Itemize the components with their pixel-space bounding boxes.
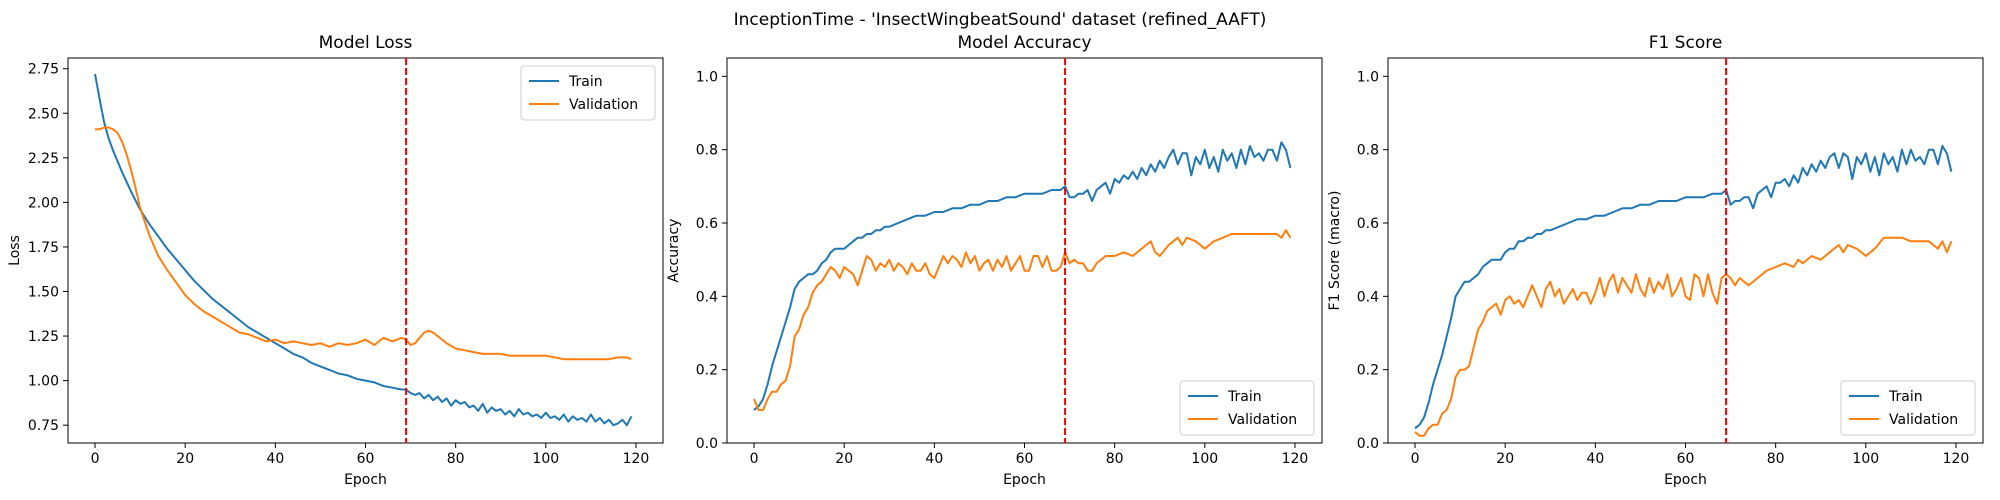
y-tick-label: 1.00 <box>28 374 59 390</box>
x-tick-label: 80 <box>1767 451 1785 467</box>
legend-box <box>520 65 656 121</box>
x-tick-label: 20 <box>1496 451 1514 467</box>
y-tick-label: 0.8 <box>696 143 718 159</box>
y-axis-label: Loss <box>7 235 23 266</box>
x-tick-label: 20 <box>176 451 194 467</box>
legend-label-train: Train <box>568 74 603 90</box>
x-tick-label: 0 <box>1411 451 1420 467</box>
x-tick-label: 40 <box>1586 451 1604 467</box>
figure-suptitle: InceptionTime - 'InsectWingbeatSound' da… <box>734 10 1267 30</box>
y-tick-label: 0.75 <box>28 418 59 434</box>
legend-label-validation: Validation <box>569 97 638 113</box>
legend-label-train: Train <box>1227 389 1262 405</box>
subplot-3: F1 Score 0 20 40 60 80 100 120 0.0 0.2 0.4 0.6 0.8 1.… <box>1327 33 1984 488</box>
y-axis-label: F1 Score (macro) <box>1327 191 1343 311</box>
x-tick-label: 80 <box>1106 451 1124 467</box>
x-tick-label: 40 <box>925 451 943 467</box>
x-tick-label: 100 <box>1852 451 1879 467</box>
y-tick-label: 0.2 <box>1357 363 1379 379</box>
legend: Train Validation <box>1179 380 1315 436</box>
series-line-train <box>94 73 633 427</box>
y-tick-label: 0.6 <box>1357 216 1379 232</box>
y-tick-label: 2.25 <box>28 151 59 167</box>
y-tick-label: 2.00 <box>28 195 59 211</box>
y-tick-label: 1.0 <box>696 69 718 85</box>
x-tick-label: 40 <box>266 451 284 467</box>
axes-frame <box>1387 57 1984 444</box>
y-tick-label: 1.50 <box>28 284 59 300</box>
legend-label-validation: Validation <box>1228 412 1297 428</box>
x-tick-label: 60 <box>1016 451 1034 467</box>
legend-label-train: Train <box>1888 389 1923 405</box>
y-tick-label: 0.6 <box>696 216 718 232</box>
y-tick-label: 1.25 <box>28 329 59 345</box>
y-tick-label: 0.8 <box>1357 143 1379 159</box>
legend-box <box>1179 380 1315 436</box>
series-line-validation <box>1414 236 1953 437</box>
y-tick-label: 0.4 <box>696 289 718 305</box>
legend: Train Validation <box>520 65 656 121</box>
y-tick-label: 2.75 <box>28 62 59 78</box>
axes-frame <box>726 57 1323 444</box>
subplot-2: Model Accuracy 0 20 40 60 80 100 120 0.0 0.2 0.4 0.… <box>666 33 1323 488</box>
plot-title: Model Accuracy <box>957 33 1091 53</box>
y-tick-label: 0.2 <box>696 363 718 379</box>
y-tick-label: 0.0 <box>1357 436 1379 452</box>
y-tick-label: 0.0 <box>696 436 718 452</box>
x-axis-label: Epoch <box>344 472 387 488</box>
series-line-validation <box>95 126 632 361</box>
y-tick-label: 0.4 <box>1357 289 1379 305</box>
plot-title: Model Loss <box>319 33 413 53</box>
x-tick-label: 0 <box>91 451 100 467</box>
x-tick-label: 20 <box>835 451 853 467</box>
y-axis-label: Accuracy <box>666 219 682 283</box>
x-tick-label: 120 <box>1943 451 1970 467</box>
subplot-1: Model Loss 0 20 40 60 80 100 120 0.75 1.00 1.25 1.5… <box>7 33 664 488</box>
axes-frame <box>67 57 664 444</box>
x-axis-label: Epoch <box>1003 472 1046 488</box>
legend-box <box>1840 380 1976 436</box>
legend-label-validation: Validation <box>1889 412 1958 428</box>
legend: Train Validation <box>1840 380 1976 436</box>
series-line-train <box>753 141 1292 411</box>
x-tick-label: 120 <box>1282 451 1309 467</box>
x-tick-label: 100 <box>1191 451 1218 467</box>
x-axis-label: Epoch <box>1664 472 1707 488</box>
x-tick-label: 0 <box>750 451 759 467</box>
series-line-validation <box>753 229 1292 411</box>
x-tick-label: 60 <box>1677 451 1695 467</box>
plot-title: F1 Score <box>1649 33 1723 53</box>
x-tick-label: 120 <box>623 451 650 467</box>
x-tick-label: 80 <box>447 451 465 467</box>
y-tick-label: 1.0 <box>1357 69 1379 85</box>
y-tick-label: 1.75 <box>28 240 59 256</box>
y-tick-label: 2.50 <box>28 106 59 122</box>
x-tick-label: 100 <box>532 451 559 467</box>
x-tick-label: 60 <box>357 451 375 467</box>
